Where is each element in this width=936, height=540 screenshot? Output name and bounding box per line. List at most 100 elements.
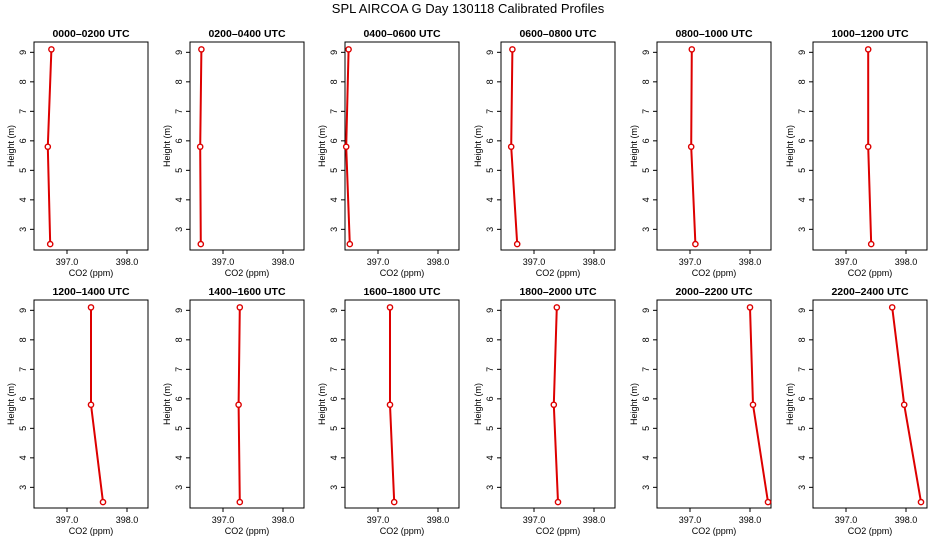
data-point <box>749 401 757 409</box>
y-tick-label: 3 <box>797 227 807 232</box>
panel-title: 1000–1200 UTC <box>831 28 908 40</box>
y-tick-label: 3 <box>485 485 495 490</box>
y-tick-label: 9 <box>797 308 807 313</box>
y-tick-label: 8 <box>485 337 495 342</box>
data-point <box>196 143 204 151</box>
plot-frame <box>656 41 772 251</box>
y-tick-label: 7 <box>18 109 28 114</box>
data-point <box>236 498 244 506</box>
y-tick-label: 6 <box>485 396 495 401</box>
y-tick-label: 7 <box>797 367 807 372</box>
y-tick-label: 6 <box>329 396 339 401</box>
y-tick-label: 5 <box>18 168 28 173</box>
x-tick-label: 398.0 <box>583 515 606 525</box>
plot-frame <box>812 41 928 251</box>
y-tick-label: 5 <box>797 426 807 431</box>
y-tick-label: 9 <box>329 308 339 313</box>
data-point <box>917 498 925 506</box>
y-tick-label: 8 <box>18 337 28 342</box>
y-tick-label: 9 <box>18 50 28 55</box>
y-tick-label: 3 <box>329 227 339 232</box>
data-point <box>554 498 562 506</box>
data-point <box>236 304 244 311</box>
y-tick-label: 6 <box>641 396 651 401</box>
x-tick-label: 398.0 <box>895 257 918 267</box>
x-tick-label: 397.0 <box>835 257 858 267</box>
data-point <box>888 304 896 311</box>
y-tick-label: 3 <box>18 227 28 232</box>
y-tick-label: 6 <box>797 396 807 401</box>
y-tick-label: 6 <box>174 396 184 401</box>
data-point <box>342 143 350 151</box>
data-point <box>346 240 354 248</box>
y-tick-label: 5 <box>641 426 651 431</box>
x-axis-label: CO2 (ppm) <box>225 526 270 536</box>
x-tick-label: 398.0 <box>116 257 139 267</box>
data-point <box>509 46 516 53</box>
y-tick-label: 4 <box>174 455 184 460</box>
y-tick-label: 7 <box>641 367 651 372</box>
data-point <box>687 143 695 151</box>
y-tick-label: 5 <box>174 426 184 431</box>
x-axis-label: CO2 (ppm) <box>380 268 425 278</box>
y-tick-label: 9 <box>174 50 184 55</box>
y-tick-label: 4 <box>18 455 28 460</box>
data-point <box>235 401 242 409</box>
y-axis-label: Height (m) <box>317 383 327 425</box>
y-tick-label: 4 <box>797 455 807 460</box>
panel-title: 0600–0800 UTC <box>519 28 596 40</box>
profile-panel: 0400–0600 UTC 397.0 398.0 3 4 5 6 7 8 9 CO2 (ppm) H… <box>317 28 460 278</box>
x-tick-label: 397.0 <box>367 257 390 267</box>
profile-panel: 2200–2400 UTC 397.0 398.0 3 4 5 6 7 8 9 CO2 (ppm) H… <box>785 286 928 536</box>
y-tick-label: 9 <box>797 50 807 55</box>
y-tick-label: 8 <box>641 79 651 84</box>
x-tick-label: 397.0 <box>679 257 702 267</box>
y-tick-label: 8 <box>174 79 184 84</box>
x-axis-label: CO2 (ppm) <box>848 526 893 536</box>
x-tick-label: 398.0 <box>427 515 450 525</box>
page-title: SPL AIRCOA G Day 130118 Calibrated Profi… <box>331 1 605 16</box>
data-point <box>87 304 95 311</box>
x-axis-label: CO2 (ppm) <box>225 268 270 278</box>
y-tick-label: 9 <box>641 50 651 55</box>
panel-title: 0200–0400 UTC <box>208 28 285 40</box>
x-axis-label: CO2 (ppm) <box>692 268 737 278</box>
y-tick-label: 9 <box>485 308 495 313</box>
data-point <box>345 46 352 53</box>
y-tick-label: 6 <box>485 138 495 143</box>
y-tick-label: 4 <box>641 197 651 202</box>
y-tick-label: 5 <box>174 168 184 173</box>
y-tick-label: 9 <box>641 308 651 313</box>
data-point <box>864 46 872 53</box>
y-tick-label: 5 <box>485 426 495 431</box>
data-point <box>867 240 875 248</box>
y-tick-label: 5 <box>329 426 339 431</box>
x-tick-label: 397.0 <box>523 257 546 267</box>
profile-panel: 0600–0800 UTC 397.0 398.0 3 4 5 6 7 8 9 CO2 (ppm) H… <box>473 28 616 278</box>
y-tick-label: 5 <box>18 426 28 431</box>
data-point <box>900 401 908 409</box>
x-tick-label: 398.0 <box>272 257 295 267</box>
y-tick-label: 5 <box>329 168 339 173</box>
y-tick-label: 7 <box>641 109 651 114</box>
y-tick-label: 3 <box>174 227 184 232</box>
y-tick-label: 5 <box>797 168 807 173</box>
y-axis-label: Height (m) <box>317 125 327 167</box>
x-axis-label: CO2 (ppm) <box>69 526 114 536</box>
y-tick-label: 8 <box>485 79 495 84</box>
y-tick-label: 4 <box>641 455 651 460</box>
y-axis-label: Height (m) <box>785 383 795 425</box>
y-tick-label: 4 <box>485 197 495 202</box>
x-tick-label: 397.0 <box>835 515 858 525</box>
data-point <box>386 401 394 409</box>
data-point <box>764 498 772 506</box>
y-tick-label: 7 <box>174 109 184 114</box>
y-tick-label: 3 <box>641 485 651 490</box>
panel-title: 0400–0600 UTC <box>363 28 440 40</box>
profile-panel: 1800–2000 UTC 397.0 398.0 3 4 5 6 7 8 9 CO2 (ppm) H… <box>473 286 616 536</box>
x-axis-label: CO2 (ppm) <box>536 526 581 536</box>
plot-frame <box>812 299 928 509</box>
y-tick-label: 4 <box>18 197 28 202</box>
y-tick-label: 7 <box>329 109 339 114</box>
profile-panel: 0000–0200 UTC 397.0 398.0 3 4 5 6 7 8 9 CO2 (ppm) H… <box>6 28 149 278</box>
